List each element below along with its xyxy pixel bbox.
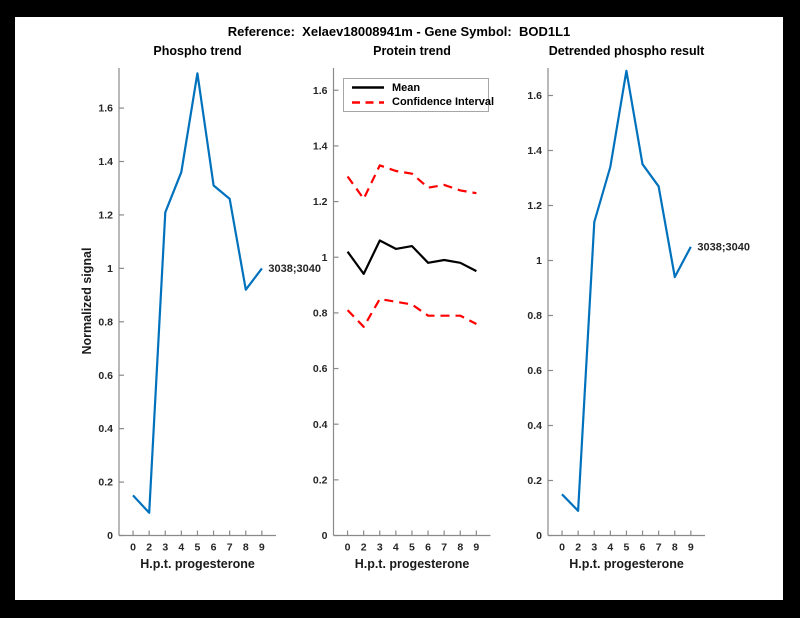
x-tick-label: 4 — [178, 542, 184, 554]
x-tick-label: 9 — [259, 542, 265, 554]
subplot1-title: Phospho trend — [153, 44, 242, 58]
y-tick-label: 0.6 — [98, 370, 113, 382]
subplot1-xlabel: H.p.t. progesterone — [140, 557, 255, 571]
y-tick-label: 0.8 — [98, 316, 113, 328]
y-tick-label: 0.2 — [98, 477, 113, 489]
x-tick-label: 4 — [393, 542, 399, 554]
legend-item-confidence-interval: Confidence Interval — [344, 96, 494, 108]
x-tick-label: 2 — [575, 542, 581, 554]
x-tick-label: 8 — [457, 542, 463, 554]
series-line-phospho-signal — [132, 72, 263, 514]
x-tick-label: 5 — [624, 542, 630, 554]
ci-line-sample-icon — [352, 101, 384, 104]
subplot3-xlabel: H.p.t. progesterone — [569, 557, 684, 571]
x-tick-label: 6 — [640, 542, 646, 554]
subplot3-title: Detrended phospho result — [548, 44, 705, 58]
subplot-3: 00.20.40.60.811.21.41.60 2 3 4 5 6 7 8 93038;304… — [527, 68, 750, 554]
y-ticks: 0 0.2 0.4 0.6 0.8 1 1.2 1.4 1.6 — [98, 103, 124, 542]
x-tick-label: 3 — [591, 542, 597, 554]
x-tick-label: 9 — [688, 542, 694, 554]
x-tick-label: 2 — [146, 542, 152, 554]
subplot-1: 00.20.40.60.811.21.41.60 2 3 4 5 6 7 8 93038;304… — [98, 68, 321, 554]
x-tick-label: 0 — [559, 542, 565, 554]
legend-box: Mean Confidence Interval — [343, 78, 494, 112]
plots-svg: 00.20.40.60.811.21.41.60 2 3 4 5 6 7 8 93038;304… — [98, 68, 750, 554]
subplot2-xlabel: H.p.t. progesterone — [354, 557, 470, 571]
y-tick-label: 1.6 — [98, 103, 113, 115]
data-label-annotation: 3038;3040 — [697, 242, 750, 254]
subplot-2: 00.20.40.60.811.21.41.60 2 3 4 5 6 7 8 9 — [313, 68, 491, 554]
series-line-detrended-phospho-signal — [561, 69, 692, 512]
x-tick-label: 3 — [162, 542, 168, 554]
y-tick-label: 1.2 — [98, 210, 113, 222]
x-tick-label: 3 — [377, 542, 383, 554]
x-tick-label: 9 — [473, 542, 479, 554]
y-tick-label: 0 — [322, 530, 328, 542]
series-line-mean — [346, 239, 477, 275]
y-tick-label: 0.6 — [313, 363, 328, 375]
x-tick-label: 6 — [425, 542, 431, 554]
y-tick-label: 1 — [536, 255, 542, 267]
y-tick-label: 0.4 — [313, 419, 328, 431]
figure-paper: Reference: Xelaev18008941m - Gene Symbol… — [15, 17, 783, 600]
x-tick-label: 0 — [345, 542, 351, 554]
y-tick-label: 1.6 — [527, 90, 542, 102]
y-tick-label: 1.6 — [313, 85, 328, 97]
y-tick-label: 1 — [322, 252, 328, 264]
legend-label-mean: Mean — [392, 81, 421, 94]
y-tick-label: 0 — [107, 530, 113, 542]
figure-title: Reference: Xelaev18008941m - Gene Symbol… — [227, 24, 571, 39]
y-tick-label: 1.4 — [527, 145, 542, 157]
x-tick-label: 5 — [409, 542, 415, 554]
data-label-annotation: 3038;3040 — [268, 263, 321, 275]
subplot2-title: Protein trend — [373, 44, 451, 58]
x-tick-label: 7 — [227, 542, 233, 554]
x-tick-label: 8 — [243, 542, 249, 554]
y-tick-label: 0.2 — [313, 474, 328, 486]
legend-label-confidence-interval: Confidence Interval — [392, 96, 495, 109]
y-tick-label: 0.4 — [98, 423, 113, 435]
legend-item-mean: Mean — [344, 82, 488, 94]
x-tick-label: 8 — [672, 542, 678, 554]
y-tick-label: 1.4 — [98, 156, 113, 168]
x-tick-label: 7 — [656, 542, 662, 554]
y-tick-label: 1.2 — [527, 200, 542, 212]
subplot1-ylabel: Normalized signal — [80, 247, 94, 355]
y-tick-label: 0.8 — [527, 310, 542, 322]
y-tick-label: 0 — [536, 530, 542, 542]
series-line-confidence-interval-lower — [346, 297, 477, 328]
x-tick-label: 7 — [441, 542, 447, 554]
y-tick-label: 0.4 — [527, 420, 542, 432]
y-tick-label: 0.8 — [313, 307, 328, 319]
series-line-confidence-interval-upper — [346, 164, 477, 200]
y-ticks: 0 0.2 0.4 0.6 0.8 1 1.2 1.4 1.6 — [313, 85, 339, 542]
y-ticks: 0 0.2 0.4 0.6 0.8 1 1.2 1.4 1.6 — [527, 90, 553, 542]
y-tick-label: 0.6 — [527, 365, 542, 377]
x-tick-label: 4 — [607, 542, 613, 554]
x-tick-label: 2 — [361, 542, 367, 554]
x-tick-label: 5 — [195, 542, 201, 554]
y-tick-label: 1 — [107, 263, 113, 275]
x-tick-label: 0 — [130, 542, 136, 554]
y-tick-label: 1.2 — [313, 196, 328, 208]
y-tick-label: 1.4 — [313, 141, 328, 153]
mean-line-sample-icon — [352, 86, 384, 89]
x-tick-label: 6 — [211, 542, 217, 554]
y-tick-label: 0.2 — [527, 475, 542, 487]
